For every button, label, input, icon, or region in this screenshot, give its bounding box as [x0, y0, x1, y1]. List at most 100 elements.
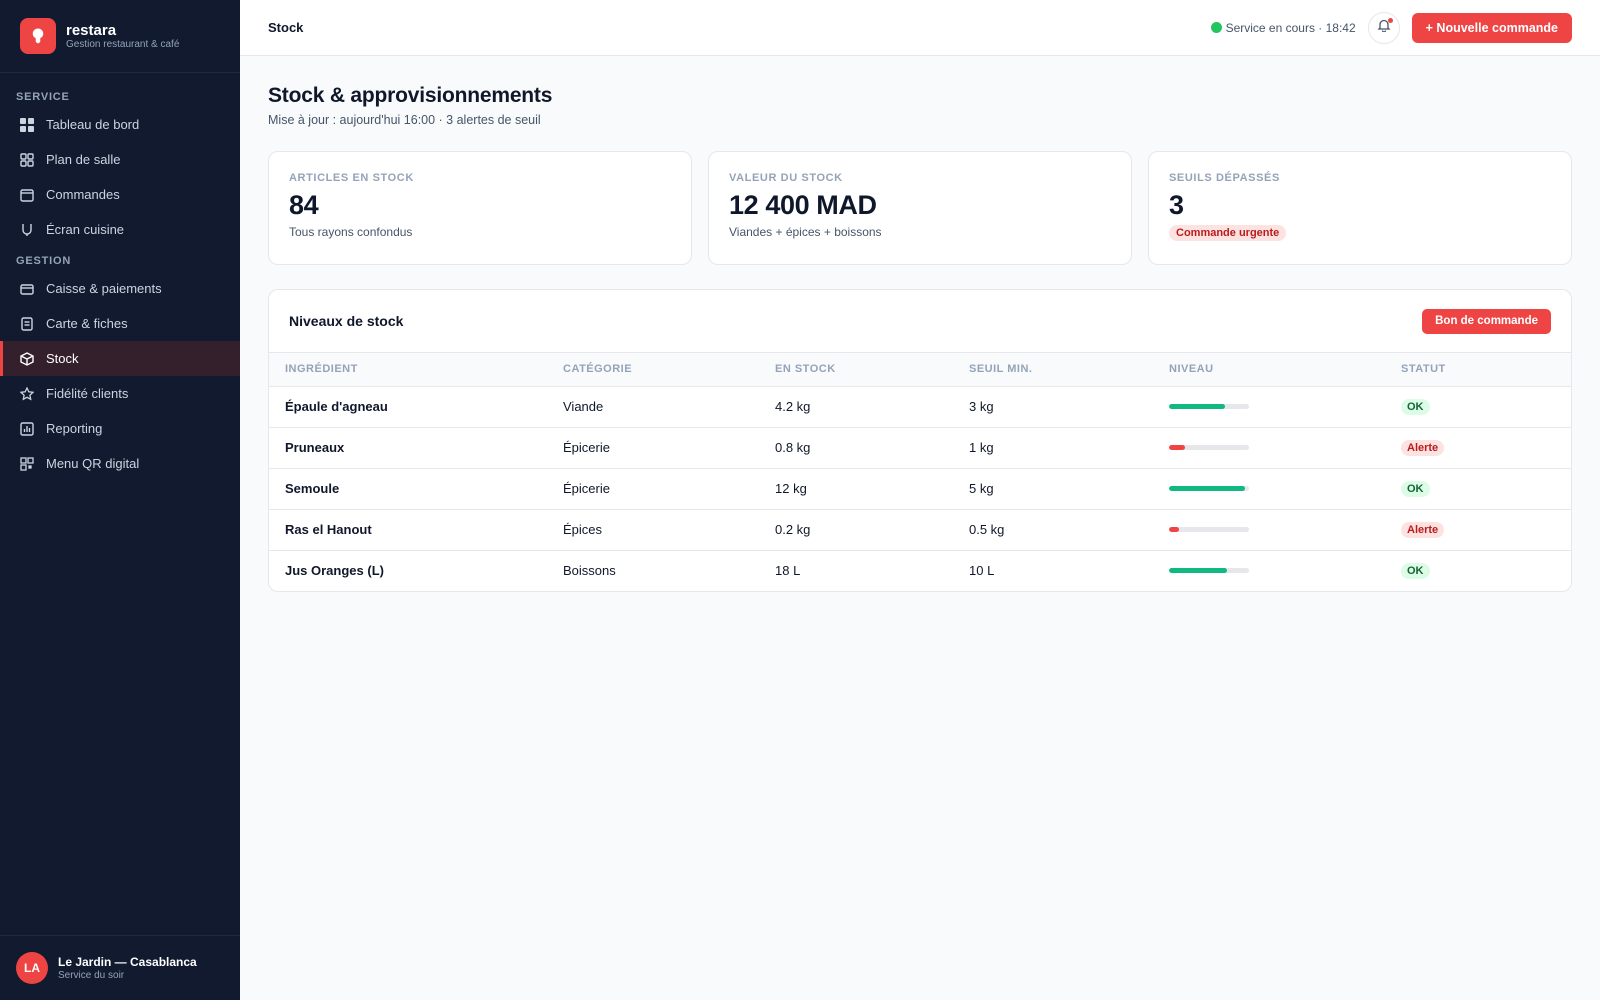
page-subtitle: Mise à jour : aujourd'hui 16:00 · 3 aler…	[268, 113, 541, 127]
column-header[interactable]: INGRÉDIENT	[269, 353, 547, 387]
sidebar-item-kitchen[interactable]: Écran cuisine	[0, 212, 240, 247]
brand-logo-icon	[20, 18, 56, 54]
cell-ingredient: Ras el Hanout	[269, 509, 547, 551]
sidebar-item-label: Caisse & paiements	[46, 281, 162, 296]
nav-section-service: SERVICE	[16, 91, 70, 103]
cell-ingredient: Jus Oranges (L)	[285, 563, 384, 579]
cell-in-stock: 4.2 kg	[759, 386, 953, 428]
sidebar-item-reporting[interactable]: Reporting	[0, 411, 240, 446]
brand-subtitle: Gestion restaurant & café	[66, 38, 180, 50]
kitchen-icon	[20, 223, 34, 237]
table-row[interactable]: Semoule Épicerie 12 kg 5 kg OK	[269, 468, 1571, 510]
level-bar	[1169, 568, 1249, 574]
cell-level	[1153, 386, 1385, 428]
cell-in-stock: 18 L	[775, 563, 801, 579]
sidebar-item-label: Stock	[46, 351, 79, 366]
status-badge: Alerte	[1401, 440, 1445, 456]
grid-icon	[20, 117, 34, 132]
table-row[interactable]: Jus Oranges (L) Boissons 18 L 10 L OK	[269, 550, 1571, 591]
column-header[interactable]: SEUIL MIN.	[953, 353, 1153, 387]
cell-level	[1153, 550, 1385, 591]
sidebar-item-payments[interactable]: Caisse & paiements	[0, 271, 240, 306]
cell-level	[1153, 509, 1385, 551]
sidebar-item-label: Fidélité clients	[46, 386, 129, 401]
cell-status: Alerte	[1385, 427, 1571, 469]
table-row[interactable]: Ras el Hanout Épices 0.2 kg 0.5 kg Alerte	[269, 509, 1571, 551]
user-profile[interactable]: LA Le Jardin — Casablanca Service du soi…	[0, 935, 240, 1000]
breadcrumb: Stock	[268, 20, 304, 35]
sidebar: restara Gestion restaurant & café SERVIC…	[0, 0, 240, 1000]
table-row[interactable]: Pruneaux Épicerie 0.8 kg 1 kg Alerte	[269, 427, 1571, 469]
cell-level	[1153, 468, 1385, 510]
cell-min: 5 kg	[953, 468, 1153, 510]
stock-table-body: Épaule d'agneau Viande 4.2 kg 3 kg OK Pruneau…	[269, 386, 1571, 591]
notification-dot	[1387, 17, 1393, 23]
sidebar-item-menu-cards[interactable]: Carte & fiches	[0, 306, 240, 341]
level-bar	[1169, 445, 1249, 450]
cell-status: Alerte	[1385, 509, 1571, 551]
status-badge: Alerte	[1401, 522, 1445, 538]
level-bar	[1169, 404, 1249, 409]
cell-category: Épices	[547, 509, 759, 551]
sidebar-item-dashboard[interactable]: Tableau de bord	[0, 107, 240, 142]
cell-category: Épicerie	[547, 427, 759, 469]
orders-icon	[20, 188, 34, 202]
avatar: LA	[16, 952, 48, 984]
level-bar-fill	[1169, 486, 1245, 491]
cell-min: 3 kg	[953, 386, 1153, 428]
page-title: Stock & approvisionnements	[268, 84, 553, 107]
table-row[interactable]: Épaule d'agneau Viande 4.2 kg 3 kg OK	[269, 386, 1571, 428]
cell-min: 10 L	[969, 563, 995, 579]
topbar: Stock Service en cours · 18:42 + Nouvell…	[240, 0, 1600, 56]
column-header[interactable]: NIVEAU	[1153, 353, 1385, 387]
status-badge: OK	[1401, 481, 1430, 497]
sidebar-item-label: Carte & fiches	[46, 316, 128, 331]
kpi-sub: Tous rayons confondus	[289, 225, 413, 239]
table-header-row: INGRÉDIENT CATÉGORIE EN STOCK SEUIL MIN.…	[269, 353, 1571, 387]
kpi-value: 84	[289, 190, 319, 220]
notifications-button[interactable]	[1367, 11, 1400, 44]
level-bar	[1169, 486, 1249, 491]
sidebar-item-stock[interactable]: Stock	[0, 341, 240, 376]
qr-icon	[20, 456, 34, 471]
stock-panel: Niveaux de stock Bon de commande INGRÉDI…	[268, 289, 1572, 592]
new-order-button[interactable]: + Nouvelle commande	[1411, 12, 1572, 43]
level-bar-fill	[1169, 568, 1227, 574]
panel-title: Niveaux de stock	[289, 313, 404, 329]
column-header[interactable]: CATÉGORIE	[547, 353, 759, 387]
cell-ingredient: Semoule	[269, 468, 547, 510]
cell-category: Boissons	[563, 563, 616, 579]
sidebar-item-qr-menu[interactable]: Menu QR digital	[0, 446, 240, 481]
sidebar-item-label: Menu QR digital	[46, 456, 140, 471]
status-badge: OK	[1401, 563, 1430, 580]
level-bar-fill	[1169, 527, 1180, 532]
column-header[interactable]: STATUT	[1385, 353, 1571, 387]
level-bar	[1169, 527, 1249, 532]
kpi-sub: Viandes + épices + boissons	[729, 225, 882, 239]
nav-section-gestion: GESTION	[16, 255, 72, 267]
cell-category: Viande	[547, 386, 759, 428]
level-bar-fill	[1169, 445, 1185, 450]
purchase-order-button[interactable]: Bon de commande	[1422, 308, 1551, 334]
service-status-text: Service en cours · 18:42	[1225, 20, 1356, 35]
menu-card-icon	[20, 316, 34, 331]
restaurant-name: Le Jardin — Casablanca	[58, 954, 197, 969]
kpi-value: 12 400 MAD	[729, 190, 877, 220]
sidebar-item-floor-plan[interactable]: Plan de salle	[0, 142, 240, 177]
cell-in-stock: 0.2 kg	[759, 509, 953, 551]
sidebar-item-loyalty[interactable]: Fidélité clients	[0, 376, 240, 411]
brand[interactable]: restara Gestion restaurant & café	[0, 0, 240, 73]
column-header[interactable]: EN STOCK	[759, 353, 953, 387]
cell-in-stock: 0.8 kg	[759, 427, 953, 469]
status-badge: Commande urgente	[1169, 225, 1287, 241]
sidebar-item-orders[interactable]: Commandes	[0, 177, 240, 212]
status-dot-icon	[1210, 21, 1222, 33]
kpi-label: SEUILS DÉPASSÉS	[1169, 172, 1280, 184]
kpi-label: ARTICLES EN STOCK	[289, 172, 414, 184]
kpi-label: VALEUR DU STOCK	[729, 172, 843, 184]
cell-status: OK	[1385, 386, 1571, 428]
sidebar-item-label: Tableau de bord	[46, 117, 140, 132]
kpi-card-thresholds: SEUILS DÉPASSÉS 3 Commande urgente	[1148, 151, 1572, 265]
kpi-cards: ARTICLES EN STOCK 84 Tous rayons confond…	[268, 151, 1572, 265]
chart-icon	[20, 421, 34, 436]
